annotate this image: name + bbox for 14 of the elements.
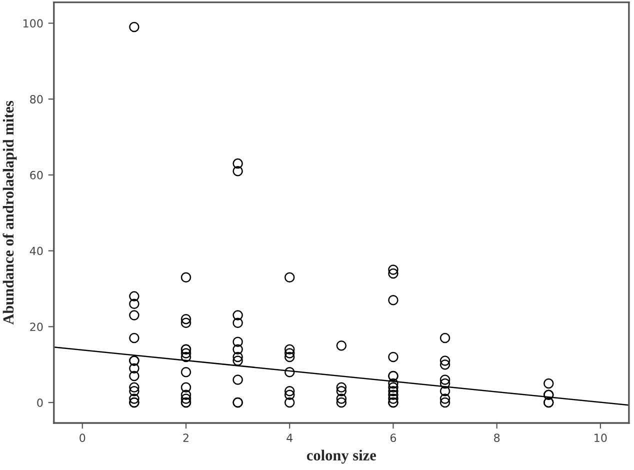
x-tick-label: 0: [80, 434, 86, 442]
y-tick-label: 40: [30, 246, 43, 256]
x-tick-label: 8: [494, 434, 500, 442]
y-tick-label: 20: [30, 322, 43, 332]
x-tick-label: 2: [183, 434, 188, 442]
y-tick-label: 80: [30, 95, 43, 104]
y-tick-label: 100: [23, 19, 43, 28]
x-tick-label: 6: [390, 434, 396, 442]
y-axis-title: Abundance of androlaelapid mites: [2, 100, 17, 325]
x-tick-label: 10: [594, 434, 607, 442]
x-axis-title: colony size: [306, 450, 376, 464]
x-tick-label: 4: [286, 434, 293, 442]
y-tick-label: 0: [37, 398, 43, 407]
y-tick-label: 60: [30, 170, 43, 180]
